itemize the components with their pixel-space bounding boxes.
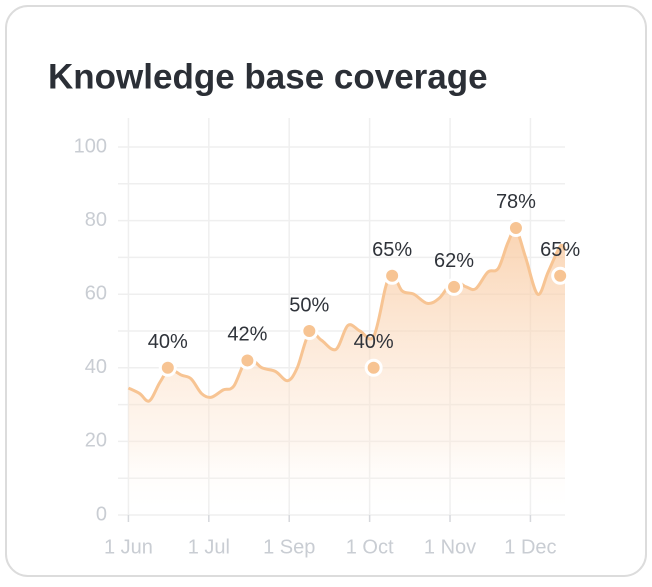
x-tick-label: 1 Jul <box>188 536 230 558</box>
x-tick-label: 1 Sep <box>263 536 315 558</box>
y-tick-label: 20 <box>85 430 107 452</box>
point <box>158 358 177 377</box>
y-tick-label: 40 <box>85 356 107 378</box>
chart-title: Knowledge base coverage <box>48 57 488 96</box>
x-tick-label: 1 Dec <box>504 536 556 558</box>
point <box>383 266 402 285</box>
data-label: 62% <box>434 250 474 272</box>
point <box>551 266 570 285</box>
y-tick-label: 80 <box>85 209 107 231</box>
data-label: 42% <box>227 324 267 346</box>
x-tick-label: 1 Nov <box>424 536 476 558</box>
point <box>300 322 319 340</box>
data-label: 50% <box>289 294 329 316</box>
data-label: 78% <box>496 191 536 213</box>
data-label: 40% <box>354 331 394 353</box>
point <box>506 218 525 237</box>
area <box>128 229 565 515</box>
point <box>238 351 257 370</box>
data-label: 65% <box>372 239 412 261</box>
x-tick-label: 1 Jun <box>104 536 153 558</box>
data-label: 40% <box>148 331 188 353</box>
x-tick-label: 1 Oct <box>346 536 394 558</box>
plot: 0 20 40 60 80 100 1 Jun 1 Jul 1 Sep 1 Oct 1 Nov 1 D… <box>74 118 580 558</box>
point <box>445 277 464 296</box>
line <box>127 227 567 403</box>
y-tick-label: 100 <box>74 135 107 157</box>
y-tick-label: 60 <box>85 282 107 304</box>
y-tick-label: 0 <box>96 503 107 525</box>
data-label: 65% <box>540 239 580 261</box>
point <box>364 358 383 377</box>
